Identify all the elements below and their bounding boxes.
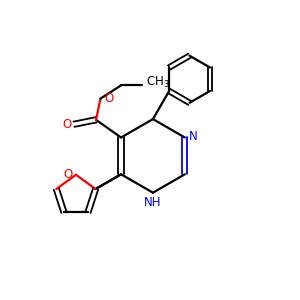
Text: O: O: [62, 118, 71, 131]
Text: N: N: [189, 130, 198, 142]
Text: O: O: [63, 168, 72, 181]
Text: O: O: [104, 92, 113, 105]
Text: CH$_3$: CH$_3$: [146, 75, 169, 90]
Text: NH: NH: [144, 196, 162, 208]
